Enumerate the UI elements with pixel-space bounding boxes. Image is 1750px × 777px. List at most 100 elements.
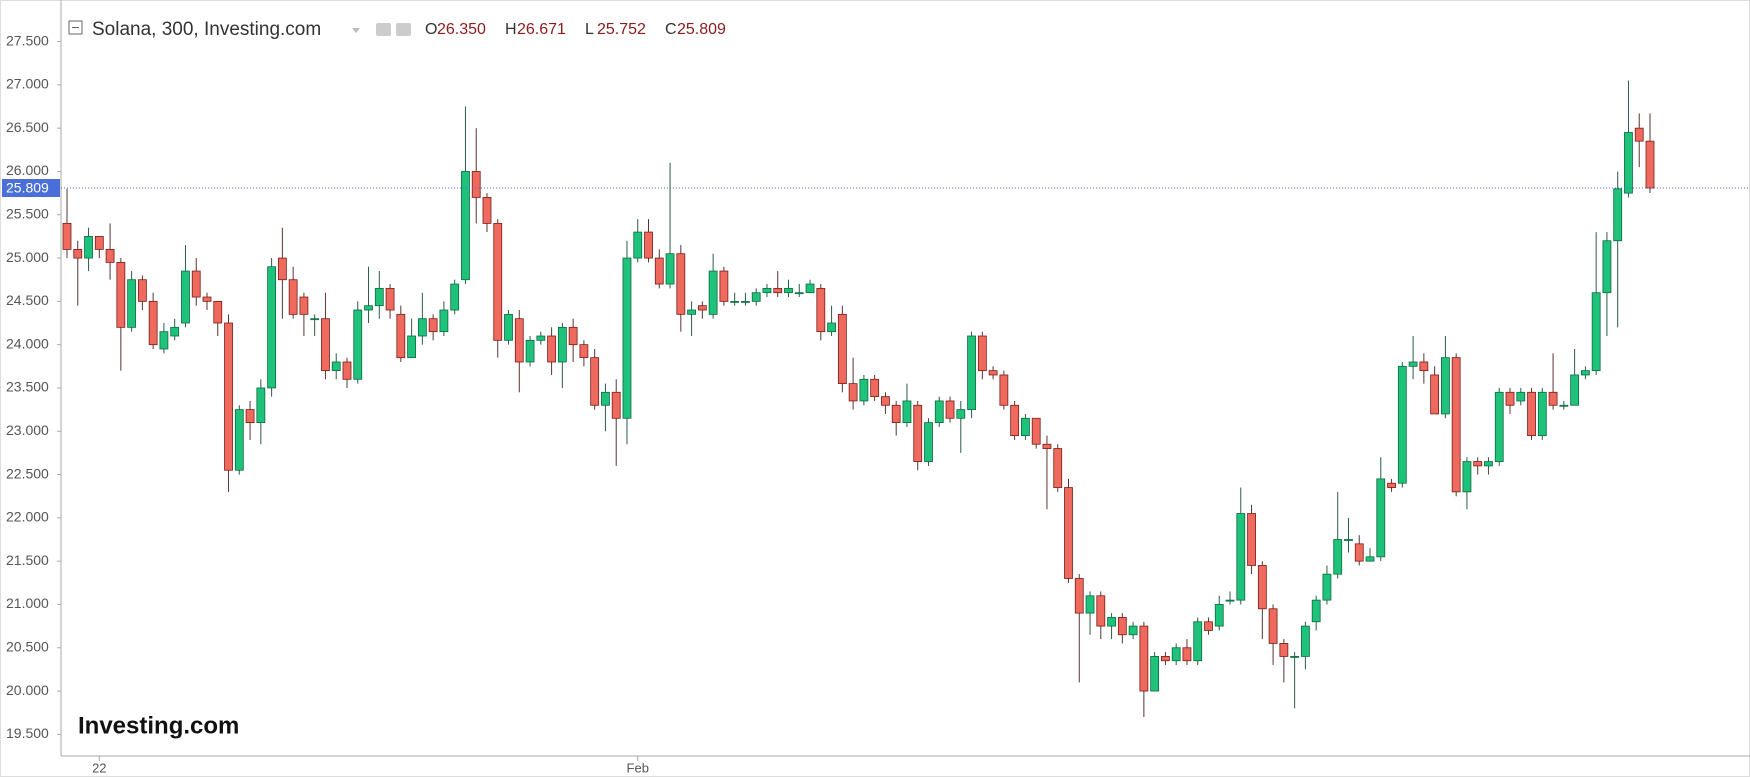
y-tick-label: 26.000 bbox=[6, 162, 49, 178]
y-tick-label: 22.500 bbox=[6, 465, 49, 481]
candle-body bbox=[1548, 391, 1558, 406]
chart-title: Solana, 300, Investing.com bbox=[92, 19, 321, 40]
candle-body bbox=[245, 409, 255, 423]
candle-body bbox=[84, 236, 93, 259]
y-tick-label: 22.000 bbox=[6, 509, 49, 525]
candle-body bbox=[568, 326, 578, 346]
candle-body bbox=[1322, 573, 1332, 601]
candle-body bbox=[385, 287, 395, 311]
candle-body bbox=[1311, 599, 1321, 623]
candle-body bbox=[633, 231, 643, 259]
candle-body bbox=[1204, 621, 1213, 631]
candle-body bbox=[945, 400, 955, 419]
candle-body bbox=[159, 331, 169, 350]
candle-body bbox=[881, 396, 890, 406]
candle-body bbox=[1451, 357, 1461, 493]
candle-body bbox=[1440, 357, 1450, 415]
candle-body bbox=[956, 409, 966, 419]
candle-body bbox=[191, 270, 201, 298]
candle-body bbox=[1279, 643, 1289, 657]
candle-body bbox=[1021, 417, 1030, 436]
candle-body bbox=[1214, 604, 1224, 627]
candle-body bbox=[1225, 599, 1235, 602]
ohlc-key: C bbox=[665, 21, 677, 38]
y-tick-label: 24.500 bbox=[6, 292, 49, 308]
candle-body bbox=[525, 339, 535, 363]
candle-body bbox=[1236, 513, 1246, 601]
candle-body bbox=[1096, 595, 1106, 627]
candle-body bbox=[1257, 565, 1267, 610]
y-tick-label: 20.000 bbox=[6, 682, 49, 698]
y-tick-label: 23.500 bbox=[6, 379, 49, 395]
candle-body bbox=[1397, 365, 1407, 484]
candle-body bbox=[773, 287, 783, 294]
candle-body bbox=[1074, 578, 1084, 614]
last-price-box bbox=[2, 179, 60, 198]
eye-icon[interactable] bbox=[376, 23, 391, 36]
candle-body bbox=[1171, 647, 1181, 662]
candle-body bbox=[514, 318, 524, 363]
candle-body bbox=[751, 292, 761, 302]
y-tick-label: 24.000 bbox=[6, 335, 49, 351]
candle-body bbox=[417, 318, 427, 337]
y-tick-label: 21.500 bbox=[6, 552, 49, 568]
y-tick-label: 27.000 bbox=[6, 76, 49, 92]
candle-body bbox=[557, 326, 567, 363]
candle-body bbox=[213, 300, 223, 324]
settings-icon[interactable] bbox=[396, 23, 411, 36]
candle-body bbox=[105, 249, 115, 263]
logo: Investing.com bbox=[78, 712, 239, 739]
candle-body bbox=[1150, 656, 1160, 692]
candle-body bbox=[891, 404, 901, 423]
candle-body bbox=[1516, 391, 1526, 402]
candle-body bbox=[1473, 461, 1483, 467]
candle-body bbox=[1333, 539, 1343, 575]
candle-body bbox=[1484, 461, 1493, 467]
candle-body bbox=[1117, 617, 1127, 636]
candle-body bbox=[870, 378, 880, 398]
x-tick-label: 22 bbox=[92, 760, 106, 775]
candle-body bbox=[1053, 448, 1063, 488]
candle-body bbox=[805, 283, 815, 294]
candle-body bbox=[299, 296, 309, 315]
ohlc-key: H bbox=[505, 21, 517, 38]
candle-body bbox=[202, 296, 212, 302]
last-price-label: 25.809 bbox=[6, 180, 49, 196]
candle-body bbox=[234, 409, 244, 471]
candle-body bbox=[1570, 374, 1580, 406]
candle-body bbox=[62, 223, 72, 250]
candle-body bbox=[622, 257, 632, 419]
candle-body bbox=[493, 223, 503, 341]
candle-body bbox=[999, 374, 1009, 406]
ohlc-value: 25.809 bbox=[677, 21, 726, 38]
candle-body bbox=[1494, 391, 1504, 462]
candle-body bbox=[579, 344, 589, 359]
candle-body bbox=[1462, 461, 1472, 493]
candle-body bbox=[1247, 513, 1256, 566]
candle-body bbox=[1042, 443, 1052, 449]
candle-body bbox=[762, 287, 772, 294]
candle-body bbox=[1064, 487, 1073, 579]
candle-body bbox=[1107, 617, 1116, 627]
candle-body bbox=[816, 287, 826, 333]
candle-body bbox=[1301, 625, 1310, 657]
candle-body bbox=[644, 231, 653, 259]
candle-body bbox=[1193, 621, 1203, 662]
candle-body bbox=[1613, 188, 1623, 242]
candle-body bbox=[1128, 625, 1138, 636]
candle-body bbox=[837, 313, 847, 385]
candle-body bbox=[988, 370, 998, 376]
candle-body bbox=[450, 283, 460, 311]
candle-body bbox=[396, 313, 406, 359]
menu-caret[interactable] bbox=[352, 28, 360, 33]
candle-body bbox=[967, 335, 976, 411]
candle-body bbox=[256, 387, 266, 423]
candle-body bbox=[1182, 647, 1192, 662]
candle-body bbox=[1537, 391, 1547, 436]
candle-body bbox=[730, 300, 740, 303]
candle-body bbox=[1085, 595, 1095, 614]
candle-body bbox=[590, 357, 600, 406]
candle-body bbox=[977, 335, 987, 372]
candle-body bbox=[137, 279, 147, 302]
